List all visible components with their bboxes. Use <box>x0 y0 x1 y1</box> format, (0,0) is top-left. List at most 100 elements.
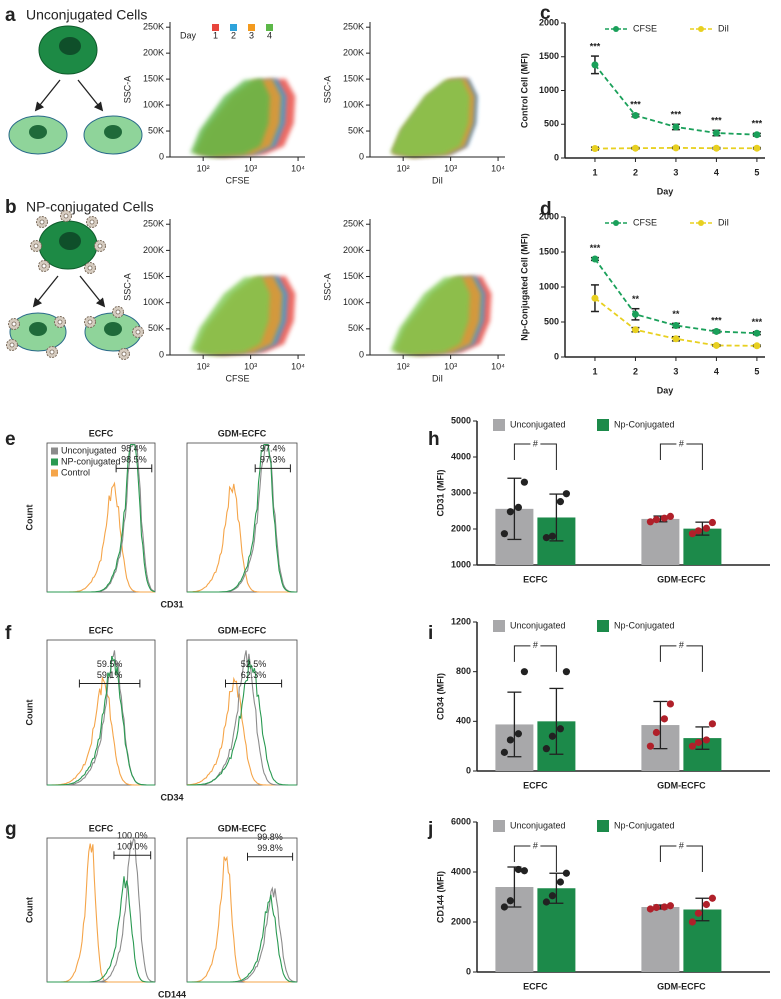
data-point <box>556 878 565 886</box>
data-point <box>652 516 661 524</box>
legend-marker <box>613 220 619 226</box>
significance-label: ** <box>632 294 640 304</box>
nucleus <box>59 232 81 250</box>
y-tick-label: 150K <box>343 271 364 281</box>
x-axis-label: Day <box>657 186 674 196</box>
data-point <box>688 918 697 926</box>
histogram-curve <box>47 876 155 983</box>
significance-bracket <box>659 845 703 872</box>
legend-label: 4 <box>267 30 272 40</box>
y-tick-label: 200K <box>143 245 164 255</box>
y-tick-label: 250K <box>143 22 164 32</box>
x-tick-label: 4 <box>714 366 719 376</box>
y-axis-label: Count <box>24 897 34 923</box>
y-tick-label: 4000 <box>451 451 471 461</box>
data-point <box>660 715 669 723</box>
nanoparticle <box>118 348 130 360</box>
plot-frame <box>186 837 298 983</box>
y-axis-label: SSC-A <box>322 273 332 301</box>
data-point <box>591 255 599 263</box>
legend-label: DiI <box>718 23 729 33</box>
data-point <box>514 865 523 874</box>
data-point <box>514 730 523 738</box>
arrow <box>32 275 59 308</box>
y-tick-label: 1000 <box>539 85 559 95</box>
data-point <box>631 111 639 119</box>
data-point <box>514 503 523 511</box>
nanoparticle <box>46 346 58 358</box>
data-point <box>500 748 508 756</box>
x-axis-label: CD144 <box>158 989 186 999</box>
x-tick-label: ECFC <box>523 574 548 584</box>
y-axis-label: SSC-A <box>122 273 132 301</box>
nucleus <box>104 125 122 139</box>
data-point <box>542 534 551 542</box>
x-tick-label: 10² <box>397 163 410 173</box>
significance-label: # <box>679 640 684 650</box>
nucleus <box>59 37 81 55</box>
data-point <box>520 867 529 875</box>
legend-swatch <box>493 419 505 431</box>
legend-label: Unconjugated <box>61 445 117 455</box>
y-tick-label: 150K <box>343 73 364 83</box>
histogram-curve <box>47 443 156 593</box>
y-tick-label: 250K <box>343 219 364 229</box>
legend-swatch <box>266 24 273 31</box>
x-tick-label: 1 <box>592 366 597 376</box>
significance-label: *** <box>590 41 601 51</box>
panel-label: h <box>428 429 440 450</box>
significance-label: # <box>679 840 684 850</box>
legend-swatch <box>493 620 505 632</box>
nanoparticle <box>84 316 96 328</box>
cell-cloud <box>190 276 270 355</box>
data-point <box>694 527 703 535</box>
significance-label: ** <box>672 309 680 319</box>
x-tick-label: 10³ <box>444 361 457 371</box>
legend-label: Np-Conjugated <box>614 419 675 429</box>
gate-label: 100.0% <box>117 842 148 852</box>
y-tick-label: 2000 <box>451 916 471 926</box>
y-tick-label: 3000 <box>451 487 471 497</box>
plot-frame <box>46 837 156 983</box>
data-point <box>672 144 680 152</box>
significance-bracket <box>513 845 557 872</box>
x-tick-label: 5 <box>754 366 759 376</box>
histogram-curve <box>187 659 297 786</box>
data-point <box>631 310 639 318</box>
y-tick-label: 50K <box>148 323 164 333</box>
histogram-curve <box>47 838 156 983</box>
x-tick-label: 10⁴ <box>291 163 305 173</box>
histogram-curve <box>187 886 298 983</box>
data-point <box>520 478 529 486</box>
data-point <box>591 294 599 302</box>
y-tick-label: 1500 <box>539 51 559 61</box>
gate-label: 100.0% <box>117 831 148 841</box>
cell-cloud <box>390 276 470 355</box>
gate-label: 97.4% <box>260 444 286 454</box>
data-point <box>688 530 697 538</box>
legend-label: NP-conjugated <box>61 456 121 466</box>
data-point <box>548 892 557 900</box>
data-point <box>712 144 720 152</box>
legend-swatch <box>51 458 58 466</box>
y-tick-label: 2000 <box>451 523 471 533</box>
data-point <box>708 720 717 728</box>
panel-title: GDM-ECFC <box>218 823 267 833</box>
significance-label: *** <box>711 315 722 325</box>
significance-bracket <box>513 645 557 672</box>
x-tick-label: 10² <box>397 361 410 371</box>
data-point <box>660 514 669 522</box>
data-point <box>500 903 508 911</box>
data-point <box>591 61 599 69</box>
data-point <box>631 326 639 334</box>
nanoparticle <box>36 216 48 228</box>
data-point <box>694 738 703 747</box>
y-tick-label: 0 <box>159 151 164 161</box>
gate-label: 99.8% <box>257 832 283 842</box>
significance-label: *** <box>630 100 641 110</box>
y-tick-label: 0 <box>359 349 364 359</box>
data-point <box>646 905 655 913</box>
legend-title: Day <box>180 30 197 40</box>
histogram-curve <box>187 443 297 593</box>
panel-heading: Unconjugated Cells <box>26 7 147 23</box>
